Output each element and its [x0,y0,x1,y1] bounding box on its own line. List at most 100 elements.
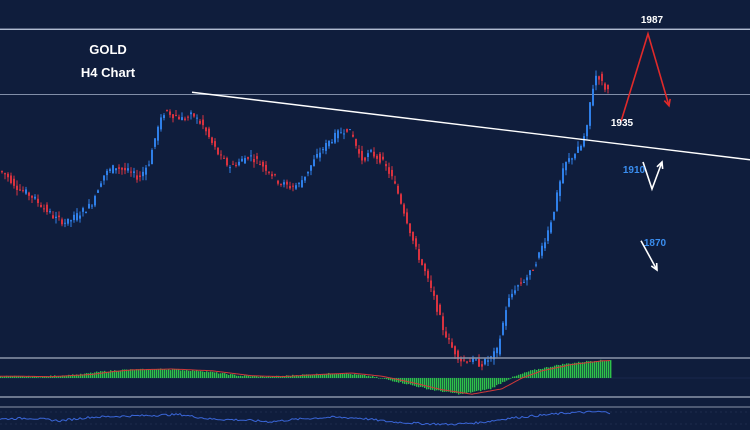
macd-bar [92,373,94,378]
macd-bar [60,375,62,378]
candle-body [313,159,315,167]
macd-bar [356,374,358,378]
candle-body [424,263,426,272]
macd-bar [314,374,316,378]
candle-body [37,198,39,204]
macd-bar [570,363,572,378]
macd-bar [200,371,202,378]
candle-body [556,192,558,211]
candle-body [478,358,480,367]
macd-bar [332,373,334,378]
macd-bar [298,375,300,378]
macd-bar [112,370,114,378]
candle-body [415,238,417,247]
macd-bar [466,378,468,394]
candle-body [589,102,591,126]
macd-bar [238,375,240,378]
macd-bar [494,378,496,388]
macd-bar [376,376,378,378]
macd-bar [544,367,546,378]
macd-bar [18,375,20,378]
scenario-arrow-line-1 [620,30,670,122]
macd-bar [362,374,364,378]
scenario-arrow-head-2 [656,160,664,170]
candle-body [124,167,126,171]
macd-bar [272,375,274,378]
candle-body [517,285,519,287]
macd-bar [194,370,196,378]
candle-body [607,85,609,90]
candle-body [532,269,534,271]
candle-body [280,183,282,185]
macd-bar [64,375,66,378]
macd-bar [20,376,22,378]
macd-bar [294,375,296,378]
candle-body [118,167,120,169]
macd-bar [166,369,168,378]
macd-bar [312,374,314,378]
candle-body [43,208,45,210]
candle-body [448,337,450,340]
macd-bar [514,376,516,378]
macd-bar [488,378,490,389]
macd-bar [88,373,90,378]
macd-bar [218,373,220,378]
candle-body [274,174,276,176]
candle-body [487,360,489,362]
macd-bar [604,360,606,378]
macd-bar [300,375,302,378]
macd-bar [590,361,592,378]
candle-body [268,171,270,173]
macd-bar [446,378,448,392]
candle-body [70,220,72,222]
macd-bar [432,378,434,390]
candle-body [85,211,87,214]
candle-body [328,140,330,147]
macd-bar [288,375,290,378]
candle-body [346,128,348,132]
macd-bar [86,373,88,378]
candle-body [595,75,597,86]
macd-bar [284,375,286,378]
macd-bar [510,378,512,379]
candle-body [163,115,165,118]
macd-bar [318,374,320,378]
macd-bar [202,371,204,378]
macd-bar [316,373,318,378]
candle-body [526,277,528,281]
macd-bar [72,374,74,378]
candle-body [295,185,297,189]
candle-body [307,171,309,174]
macd-bar [498,378,500,385]
macd-bar [338,373,340,378]
macd-bar [62,375,64,378]
macd-bar [330,373,332,378]
candle-body [76,213,78,221]
macd-bar [464,378,466,394]
macd-bar [0,376,2,378]
candle-body [511,293,513,298]
macd-bar [384,378,386,379]
candle-body [331,141,333,143]
candle-body [10,175,12,184]
macd-bar [28,375,30,378]
macd-bar [100,371,102,378]
candle-body [349,129,351,131]
macd-bar [508,378,510,380]
scenario-arrow-head-1 [663,98,671,108]
candle-body [223,157,225,159]
macd-bar [460,378,462,394]
macd-bar [186,370,188,378]
candle-body [310,165,312,171]
candle-body [352,134,354,137]
candle-body [13,178,15,186]
descending-trendline [191,91,750,161]
candle-body [82,208,84,212]
candle-body [499,338,501,355]
candle-body [1,171,3,173]
macd-bar [302,374,304,378]
macd-bar [360,374,362,378]
macd-bar [588,361,590,378]
macd-bar [156,369,158,378]
macd-bar [80,373,82,378]
